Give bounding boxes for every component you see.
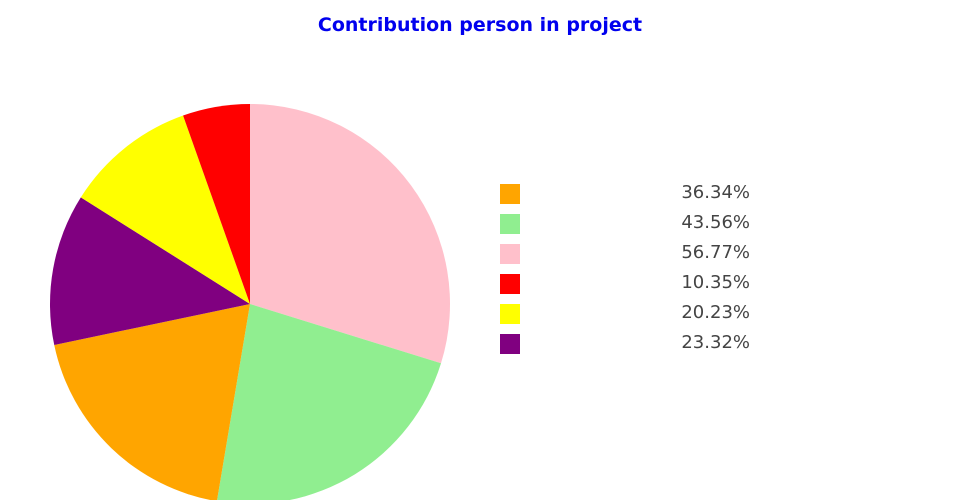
pie-slice[interactable] (54, 304, 250, 500)
pie-slice[interactable] (183, 104, 250, 304)
legend-label: 56.77% (681, 242, 750, 263)
legend-label: 36.34% (681, 182, 750, 203)
chart-title: Contribution person in project (317, 14, 643, 36)
legend-item[interactable]: 43.56% (500, 212, 760, 242)
legend-swatch (500, 334, 520, 354)
legend-item[interactable]: 56.77% (500, 242, 760, 272)
pie-slice[interactable] (217, 304, 442, 500)
pie-slice[interactable] (50, 197, 250, 345)
legend-swatch (500, 274, 520, 294)
legend-label: 10.35% (681, 272, 750, 293)
legend-swatch (500, 214, 520, 234)
legend-item[interactable]: 23.32% (500, 332, 760, 362)
legend-swatch (500, 184, 520, 204)
legend-swatch (500, 244, 520, 264)
legend-label: 23.32% (681, 332, 750, 353)
legend-label: 20.23% (681, 302, 750, 323)
legend-label: 43.56% (681, 212, 750, 233)
legend-item[interactable]: 10.35% (500, 272, 760, 302)
pie-slice[interactable] (250, 104, 450, 364)
legend: 36.34% 43.56% 56.77% 10.35% 20.23% 23.32… (500, 182, 760, 362)
legend-item[interactable]: 36.34% (500, 182, 760, 212)
legend-item[interactable]: 20.23% (500, 302, 760, 332)
pie-slice[interactable] (80, 115, 250, 304)
legend-swatch (500, 304, 520, 324)
